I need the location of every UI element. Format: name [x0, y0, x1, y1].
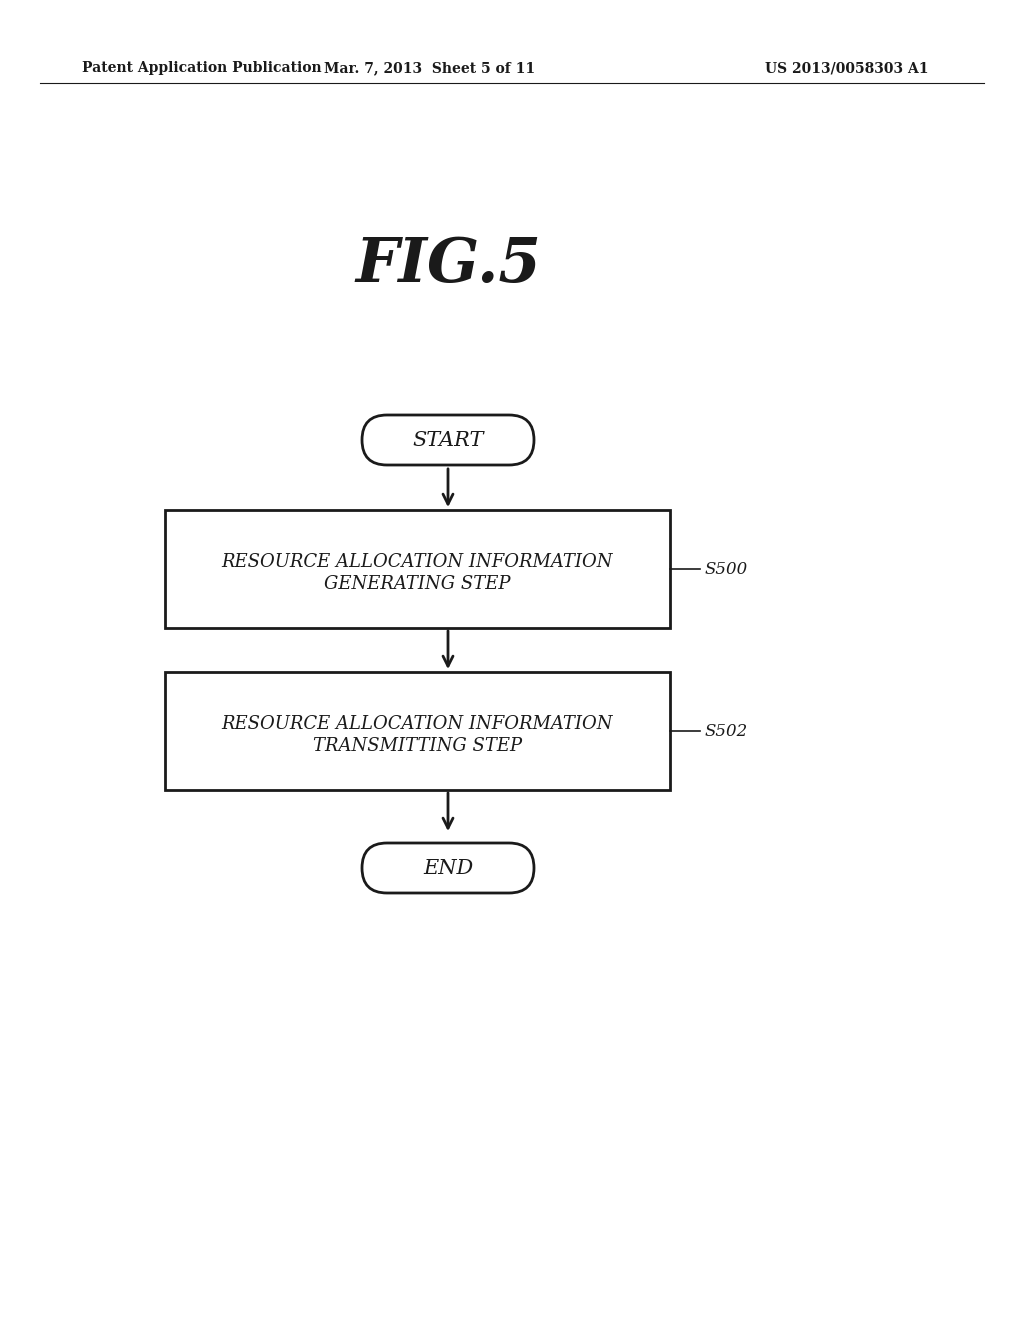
Text: RESOURCE ALLOCATION INFORMATION: RESOURCE ALLOCATION INFORMATION [222, 553, 613, 572]
FancyBboxPatch shape [362, 414, 534, 465]
Text: US 2013/0058303 A1: US 2013/0058303 A1 [765, 61, 929, 75]
Text: S502: S502 [705, 722, 749, 739]
Bar [165, 672, 670, 789]
Text: GENERATING STEP: GENERATING STEP [325, 576, 511, 593]
Text: S500: S500 [705, 561, 749, 578]
Text: Mar. 7, 2013  Sheet 5 of 11: Mar. 7, 2013 Sheet 5 of 11 [325, 61, 536, 75]
FancyBboxPatch shape [362, 843, 534, 894]
Text: Patent Application Publication: Patent Application Publication [82, 61, 322, 75]
Text: TRANSMITTING STEP: TRANSMITTING STEP [313, 737, 522, 755]
Text: RESOURCE ALLOCATION INFORMATION: RESOURCE ALLOCATION INFORMATION [222, 715, 613, 733]
Text: START: START [413, 430, 483, 450]
Text: END: END [423, 858, 473, 878]
Bar [165, 510, 670, 628]
Text: FIG.5: FIG.5 [355, 235, 541, 294]
